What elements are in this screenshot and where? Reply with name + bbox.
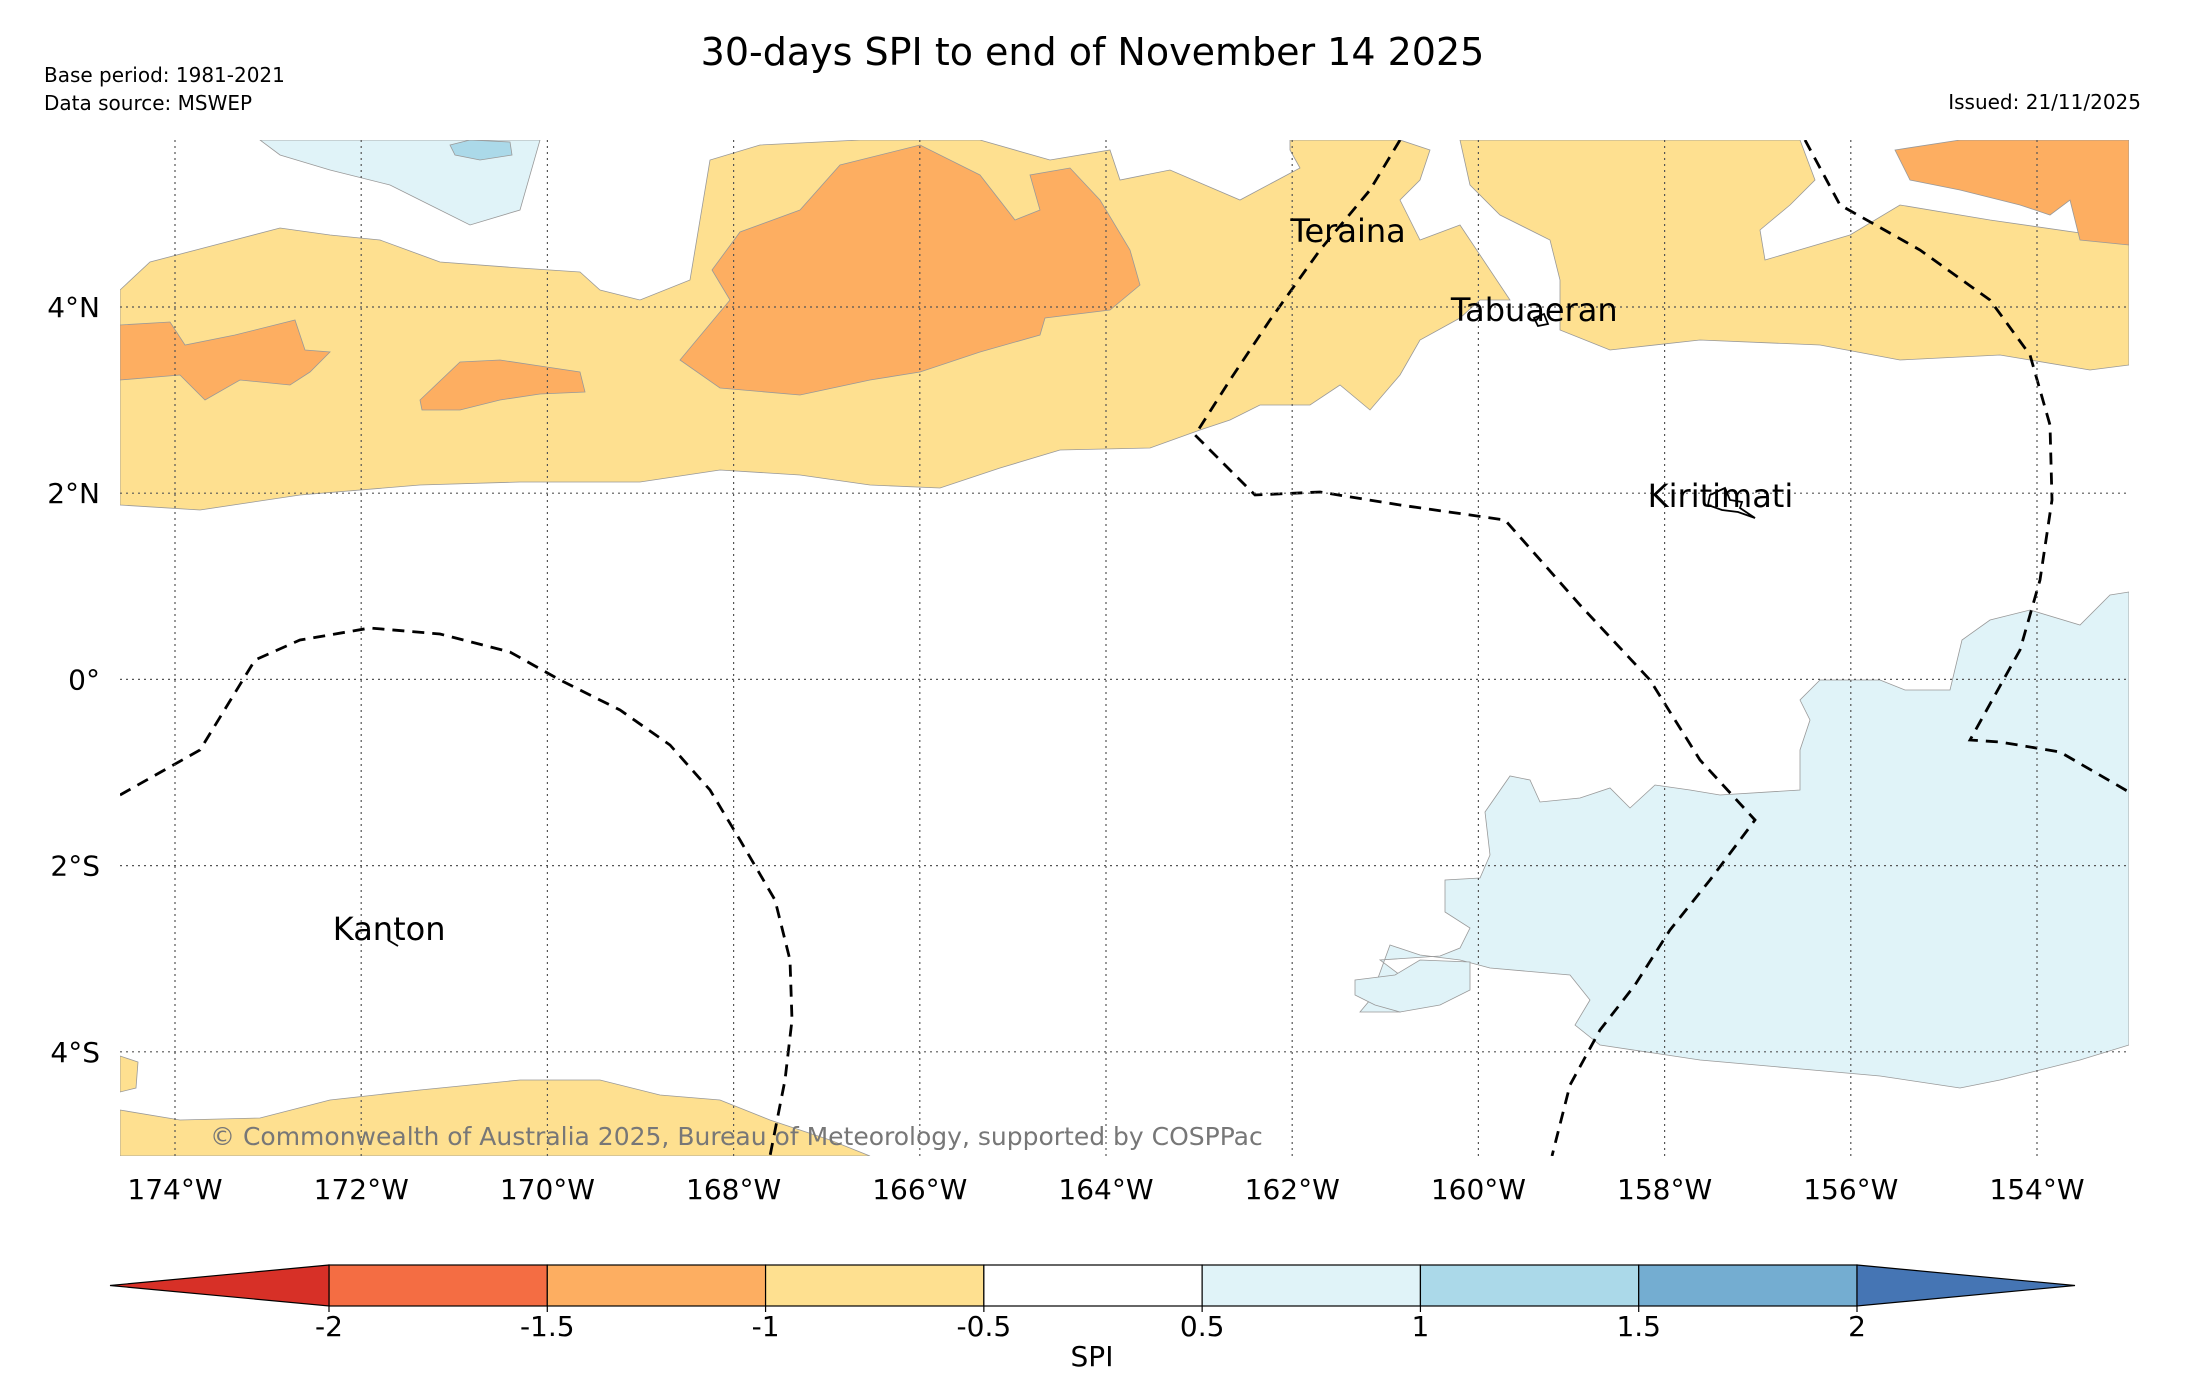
lon-tick-label: 172°W [314, 1173, 409, 1206]
lon-tick-label: 168°W [686, 1173, 781, 1206]
lat-tick-label: 4°S [50, 1036, 100, 1069]
map-area [120, 140, 2129, 1156]
colorbar-bin [764, 1264, 985, 1307]
colorbar-bin [1419, 1264, 1640, 1307]
lon-tick-label: 166°W [872, 1173, 967, 1206]
place-label-kiritimati: Kiritimati [1648, 477, 1794, 515]
spi-region-moderately-dry-west [120, 319, 331, 401]
colorbar-tick-label: -1 [752, 1310, 780, 1343]
tabuaeran-outline [1532, 312, 1550, 328]
colorbar-bin [1638, 1264, 1858, 1307]
spi-region-moderately-dry-central [679, 144, 1141, 396]
colorbar-tick-label: 2 [1848, 1310, 1866, 1343]
lat-tick-label: 2°N [47, 477, 100, 510]
spi-region-dry-patch [120, 1055, 139, 1093]
colorbar-extend-low [109, 1264, 330, 1307]
eez-line-phoenix-islands [120, 626, 794, 1156]
spi-region-moderately-wet [449, 140, 513, 161]
place-labels: Teraina Tabuaeran Kiritimati Kanton [333, 212, 1793, 948]
colorbar-label: SPI [1071, 1340, 1114, 1373]
lon-tick-label: 162°W [1245, 1173, 1340, 1206]
colorbar-bin [546, 1264, 767, 1307]
kiritimati-outline [1706, 486, 1756, 519]
colorbar-tick-label: -2 [315, 1310, 343, 1343]
colorbar-tick-label: -0.5 [957, 1310, 1012, 1343]
place-label-tabuaeran: Tabuaeran [1450, 291, 1618, 329]
map-metadata: Base period: 1981-2021 Data source: MSWE… [44, 61, 285, 117]
place-label-kanton: Kanton [333, 910, 446, 948]
lon-tick-label: 164°W [1058, 1173, 1153, 1206]
latitude-labels: 4°N 2°N 0° 2°S 4°S [47, 291, 100, 1069]
colorbar-tick-label: 1 [1412, 1310, 1430, 1343]
eez-line-line-islands-north [1193, 140, 1757, 1156]
longitude-labels: 174°W 172°W 170°W 168°W 166°W 164°W 162°W 160°W… [127, 1173, 2084, 1206]
colorbar-bin [328, 1264, 548, 1307]
kanton-outline [387, 939, 399, 947]
spi-region-wet-north [259, 140, 541, 226]
lon-tick-label: 156°W [1803, 1173, 1898, 1206]
lon-tick-label: 160°W [1431, 1173, 1526, 1206]
issued-date-text: Issued: 21/11/2025 [1948, 90, 2141, 114]
lat-tick-label: 2°S [50, 850, 100, 883]
spi-region-wet-small [1354, 959, 1471, 1013]
colorbar-bin [1201, 1264, 1422, 1307]
map-title: 30-days SPI to end of November 14 2025 [700, 30, 1485, 74]
lat-tick-label: 4°N [47, 291, 100, 324]
colorbar-tick-label: -1.5 [520, 1310, 575, 1343]
lon-tick-label: 174°W [127, 1173, 222, 1206]
colorbar-tick-label: 1.5 [1616, 1310, 1661, 1343]
lon-tick-label: 158°W [1617, 1173, 1712, 1206]
colorbar-tick-label: 0.5 [1180, 1310, 1225, 1343]
lon-tick-label: 154°W [1989, 1173, 2084, 1206]
copyright-text: © Commonwealth of Australia 2025, Bureau… [210, 1122, 1263, 1151]
eez-boundaries [120, 140, 2129, 1156]
spi-region-dry-south [120, 1079, 871, 1156]
place-label-teraina: Teraina [1289, 212, 1405, 250]
graticule [120, 140, 2129, 1156]
lon-tick-label: 170°W [500, 1173, 595, 1206]
lat-tick-label: 0° [68, 663, 100, 696]
colorbar-bin [983, 1264, 1203, 1307]
base-period-text: Base period: 1981-2021 [44, 63, 285, 87]
spi-region-moderately-dry-ne [1894, 140, 2129, 246]
eez-line-line-islands-east [1803, 140, 2129, 794]
data-source-text: Data source: MSWEP [44, 91, 253, 115]
spi-region-dry-ne [1459, 140, 2129, 371]
spi-colorbar: -2 -1.5 -1 -0.5 0.5 1 1.5 2 [109, 1264, 2076, 1343]
spi-region-moderately-dry-mid [419, 359, 586, 411]
colorbar-extend-high [1856, 1264, 2076, 1307]
